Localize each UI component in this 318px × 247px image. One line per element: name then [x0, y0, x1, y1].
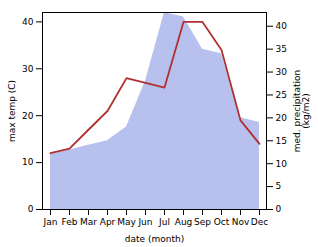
svg-text:Nov: Nov	[232, 217, 250, 227]
svg-text:20: 20	[276, 113, 288, 123]
svg-text:med. precipitation(kg/m2): med. precipitation(kg/m2)	[292, 70, 311, 152]
svg-text:30: 30	[276, 67, 288, 77]
svg-text:Apr: Apr	[100, 217, 116, 227]
svg-text:5: 5	[276, 181, 282, 191]
svg-text:Oct: Oct	[214, 217, 230, 227]
svg-text:10: 10	[22, 157, 34, 167]
svg-text:40: 40	[22, 17, 34, 27]
svg-text:20: 20	[22, 111, 34, 121]
svg-text:Sep: Sep	[194, 217, 211, 227]
svg-text:35: 35	[276, 44, 287, 54]
svg-text:May: May	[117, 217, 136, 227]
svg-text:30: 30	[22, 64, 34, 74]
svg-text:Mar: Mar	[80, 217, 97, 227]
svg-text:Jul: Jul	[158, 217, 170, 227]
svg-text:40: 40	[276, 21, 288, 31]
svg-text:15: 15	[276, 136, 287, 146]
svg-text:Jan: Jan	[43, 217, 58, 227]
svg-text:max temp (C): max temp (C)	[7, 80, 17, 142]
svg-text:Dec: Dec	[251, 217, 268, 227]
svg-text:10: 10	[276, 159, 288, 169]
svg-text:Jun: Jun	[137, 217, 152, 227]
svg-text:Feb: Feb	[62, 217, 78, 227]
svg-text:date (month): date (month)	[125, 234, 184, 244]
svg-text:25: 25	[276, 90, 287, 100]
svg-text:Aug: Aug	[175, 217, 193, 227]
svg-text:0: 0	[28, 204, 34, 214]
svg-text:0: 0	[276, 204, 282, 214]
